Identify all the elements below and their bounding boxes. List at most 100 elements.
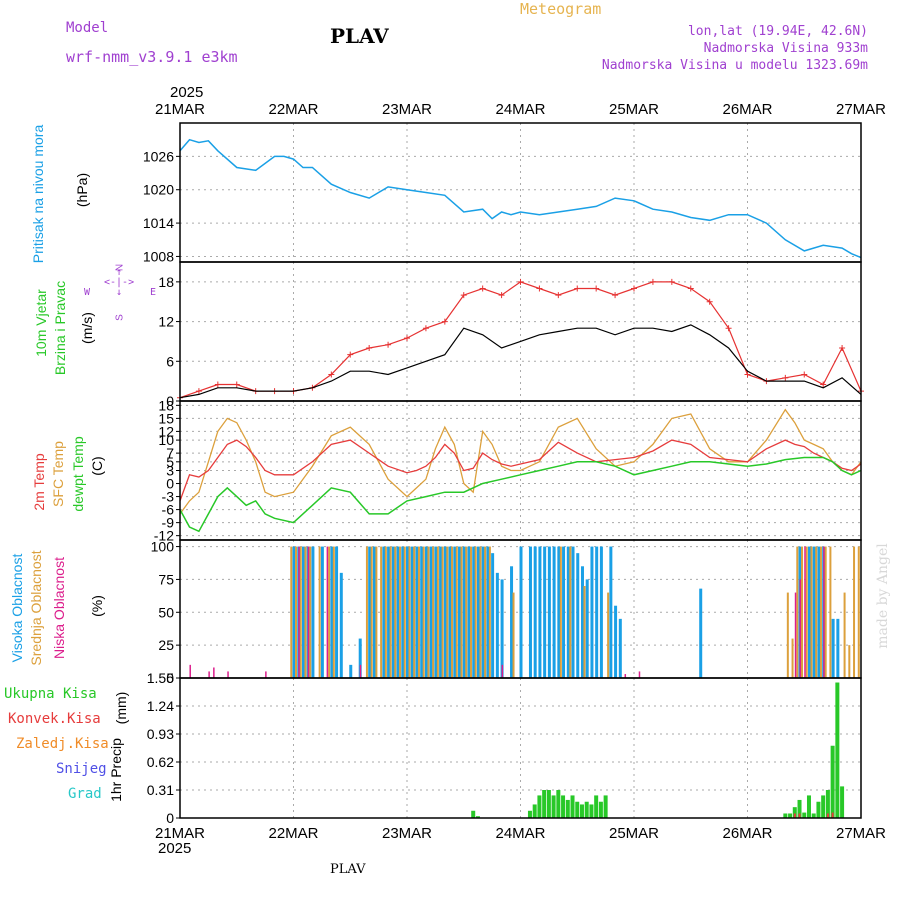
high-cloud-bar — [410, 546, 414, 678]
temperature-ytick-label: 3 — [166, 463, 174, 479]
total-precip-bar — [806, 795, 811, 818]
mid-cloud-bar — [488, 546, 491, 678]
footer-station: PLAV — [330, 862, 366, 877]
x-tick-label-top: 22MAR — [268, 101, 318, 118]
low-cloud-bar — [227, 671, 229, 678]
high-cloud-bar — [387, 546, 391, 678]
low-cloud-bar — [823, 546, 825, 678]
high-cloud-bar — [547, 546, 551, 678]
mid-cloud-bar — [332, 546, 335, 678]
x-tick-label-top: 27MAR — [836, 101, 886, 118]
gust-point — [555, 292, 562, 299]
mid-cloud-bar — [408, 546, 411, 678]
compass-cross: ↑ <-|-> ↓ — [104, 267, 135, 298]
conv-precip-bar — [831, 812, 834, 818]
gust-point — [233, 381, 240, 388]
mid-cloud-bar — [309, 546, 312, 678]
mid-cloud-bar — [791, 638, 794, 678]
mid-cloud-bar — [583, 586, 586, 678]
mid-cloud-bar — [569, 546, 572, 678]
high-cloud-bar — [382, 546, 386, 678]
clouds-ytick-label: 25 — [158, 637, 174, 653]
mid-cloud-bar — [455, 546, 458, 678]
total-precip-bar — [830, 745, 835, 818]
wind-ytick-label: 0 — [166, 393, 174, 409]
total-precip-bar — [792, 807, 797, 818]
gust-point — [801, 371, 808, 378]
low-cloud-bar — [189, 664, 191, 678]
mid-cloud-bar — [805, 546, 808, 678]
high-cloud-bar — [576, 553, 580, 678]
legend-hail: Grad — [68, 786, 102, 802]
precip-frame — [179, 677, 862, 819]
t2m-line — [179, 439, 862, 502]
high-cloud-bar — [580, 566, 584, 678]
model-name: wrf-nmm_v3.9.1 e3km — [66, 48, 238, 66]
gust-point — [782, 374, 789, 381]
mid-cloud-bar — [304, 546, 307, 678]
low-cloud-bar — [794, 592, 797, 678]
mid-cloud-bar — [399, 546, 402, 678]
high-cloud-bar — [590, 546, 594, 678]
legend-total: Ukupna Kisa — [4, 686, 97, 702]
high-cloud-bar — [618, 618, 622, 678]
high-cloud-bar — [812, 546, 816, 678]
high-cloud-bar — [543, 546, 547, 678]
total-precip-bar — [594, 795, 599, 818]
precip-ytick-label: 0.62 — [147, 754, 174, 770]
mid-cloud-bar — [451, 546, 454, 678]
mid-cloud-bar — [848, 645, 851, 678]
total-precip-bar — [537, 795, 542, 818]
low-cloud-bar — [265, 671, 267, 678]
mid-cloud-bar — [559, 546, 562, 678]
gust-point — [706, 298, 713, 305]
low-cloud-bar — [501, 664, 504, 678]
low-cloud-bar — [307, 546, 310, 678]
wind-ytick-label: 18 — [158, 274, 174, 290]
mid-cloud-bar — [394, 546, 397, 678]
total-precip-bar — [532, 804, 537, 818]
model-altitude: Nadmorska Visina u modelu 1323.69m — [601, 58, 868, 73]
wind-line — [179, 324, 862, 399]
high-cloud-bar — [481, 546, 485, 678]
gust-point — [649, 278, 656, 285]
high-cloud-bar — [510, 566, 514, 678]
high-cloud-bar — [339, 572, 343, 678]
high-cloud-bar — [349, 664, 353, 678]
x-tick-label-top: 23MAR — [382, 101, 432, 118]
mid-cloud-bar — [801, 546, 804, 678]
high-cloud-bar — [467, 546, 471, 678]
high-cloud-bar — [368, 546, 372, 678]
high-cloud-bar — [538, 546, 542, 678]
mid-cloud-bar — [819, 546, 822, 678]
total-precip-bar — [816, 801, 821, 818]
mid-cloud-bar — [512, 592, 515, 678]
mid-cloud-bar — [815, 546, 818, 678]
mid-cloud-bar — [469, 546, 472, 678]
mid-cloud-bar — [796, 546, 799, 678]
gust-point — [839, 345, 846, 352]
gust-point — [687, 285, 694, 292]
gust-point — [574, 285, 581, 292]
clouds-ytick-label: 100 — [151, 539, 175, 555]
high-cloud-bar — [533, 546, 537, 678]
meteogram-label: Meteogram — [520, 0, 602, 18]
gust-point — [214, 381, 221, 388]
high-cloud-bar — [599, 546, 603, 678]
total-precip-bar — [475, 816, 480, 818]
precip-ytick-label: 0.93 — [147, 726, 174, 742]
precip-ytick-label: 1.24 — [147, 698, 174, 714]
mid-cloud-bar — [384, 546, 387, 678]
high-cloud-bar — [311, 546, 315, 678]
mid-cloud-bar — [380, 546, 383, 678]
temperature-ytick-label: 15 — [158, 410, 174, 426]
gust-point — [479, 285, 486, 292]
temperature-ytick-label: 10 — [158, 432, 174, 448]
mid-cloud-bar — [479, 546, 482, 678]
gust-point — [195, 388, 202, 395]
pressure-ytick-label: 1020 — [143, 182, 174, 198]
mid-cloud-bar — [299, 546, 302, 678]
total-precip-bar — [802, 812, 807, 818]
x-tick-label-top: 25MAR — [609, 101, 659, 118]
total-precip-bar — [575, 801, 580, 818]
